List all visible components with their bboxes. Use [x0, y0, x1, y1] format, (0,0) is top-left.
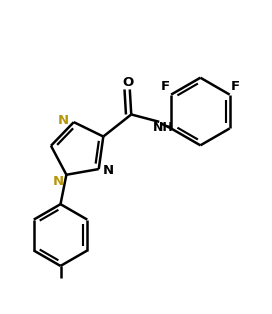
Text: F: F	[161, 80, 170, 93]
Text: F: F	[231, 80, 240, 93]
Text: O: O	[123, 76, 134, 89]
Text: N: N	[103, 164, 114, 177]
Text: N: N	[58, 114, 69, 127]
Text: N: N	[52, 175, 64, 188]
Text: NH: NH	[153, 121, 174, 134]
